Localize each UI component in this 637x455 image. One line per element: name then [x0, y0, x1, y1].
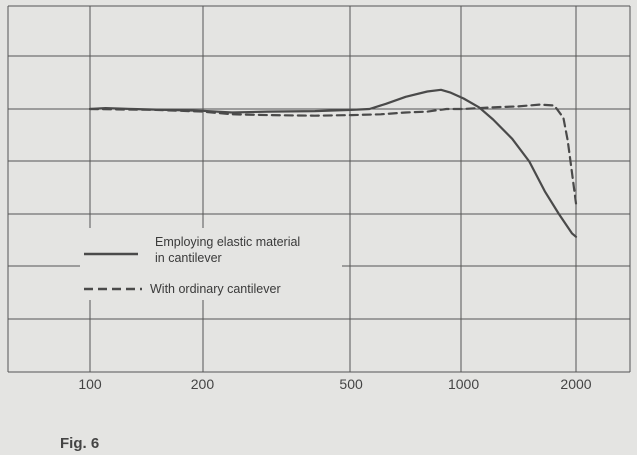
- chart-legend: Employing elastic material in cantilever…: [80, 228, 342, 300]
- legend-label-elastic-line2: in cantilever: [155, 251, 222, 265]
- legend-label-elastic-line1: Employing elastic material: [155, 235, 300, 249]
- x-tick-label: 100: [78, 376, 102, 392]
- x-axis-ticks: 100 200 500 1000 2000: [78, 376, 591, 392]
- series-line-elastic-cantilever: [88, 88, 578, 238]
- chart-series: [88, 88, 578, 238]
- legend-label-ordinary: With ordinary cantilever: [150, 282, 281, 296]
- series-line-ordinary-cantilever: [88, 103, 578, 205]
- figure-caption: Fig. 6: [60, 435, 99, 452]
- x-tick-label: 200: [191, 376, 215, 392]
- x-tick-label: 2000: [560, 376, 591, 392]
- legend-background: [80, 228, 342, 300]
- x-tick-label: 1000: [448, 376, 479, 392]
- x-tick-label: 500: [339, 376, 363, 392]
- chart-grid: [7, 5, 631, 373]
